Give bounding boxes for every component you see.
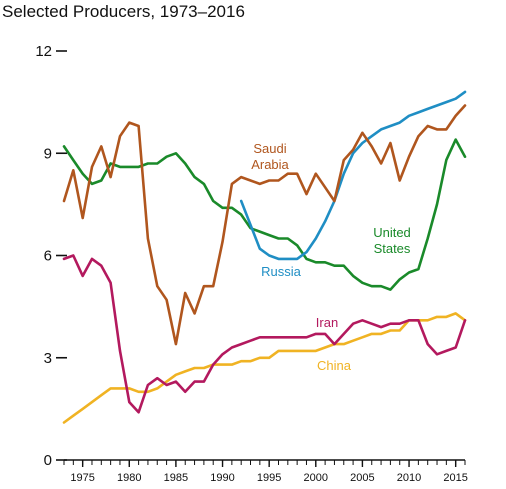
series-line-russia	[239, 90, 467, 261]
series-label-united-states: United	[373, 225, 411, 240]
series-label-russia: Russia	[261, 264, 302, 279]
series-label-saudi-arabia: Arabia	[251, 157, 289, 172]
y-tick-label: 9	[44, 145, 52, 162]
x-tick-label: 2010	[397, 472, 421, 484]
x-tick-label: 1990	[210, 472, 234, 484]
series-lines	[62, 90, 467, 424]
x-tick-label: 1975	[70, 472, 94, 484]
axes: 0 3 6 9 12 1975 1980 1985 1990 1995 2000 2005 2010 20…	[35, 43, 468, 484]
x-tick-label: 1980	[117, 472, 141, 484]
series-line-saudi-arabia	[62, 104, 467, 346]
x-tick-label: 1995	[257, 472, 281, 484]
series-line-china	[62, 312, 467, 424]
x-tick-label: 2005	[350, 472, 374, 484]
series-label-saudi-arabia: Saudi	[253, 141, 286, 156]
y-tick-label: 12	[35, 43, 52, 60]
chart-title: Selected Producers, 1973–2016	[2, 2, 245, 21]
series-line-united-states	[62, 138, 467, 291]
y-tick-label: 3	[44, 350, 52, 367]
x-tick-label: 2015	[443, 472, 467, 484]
y-tick-label: 6	[44, 248, 52, 265]
x-tick-label: 2000	[304, 472, 328, 484]
series-label-iran: Iran	[316, 315, 338, 330]
series-line-iran	[62, 254, 467, 414]
series-label-china: China	[317, 358, 352, 373]
series-label-united-states: States	[374, 241, 411, 256]
x-tick-label: 1985	[164, 472, 188, 484]
y-tick-label: 0	[44, 452, 52, 469]
